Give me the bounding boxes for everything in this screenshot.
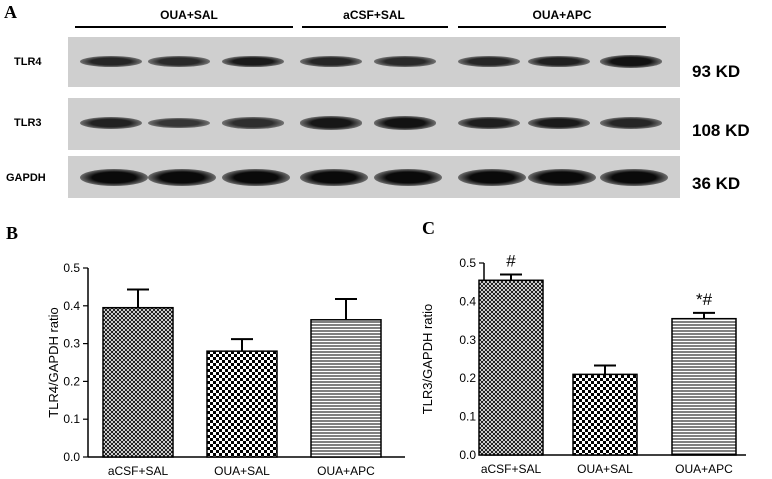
y-tick-label-b: 0.3 xyxy=(63,337,80,351)
band-tlr3-lane-7 xyxy=(528,116,590,130)
kd-label-tlr4: 93 KD xyxy=(692,62,741,81)
bar-c-3 xyxy=(671,317,737,456)
y-tick-label-b: 0.2 xyxy=(63,374,80,388)
panel-c-letter: C xyxy=(422,218,435,238)
band-tlr4-lane-5 xyxy=(374,56,436,67)
band-tlr3-lane-4 xyxy=(300,116,362,130)
y-axis-label-c: TLR3/GAPDH ratio xyxy=(420,304,435,415)
panel-a-letter: A xyxy=(4,2,17,22)
y-tick-label-c: 0.4 xyxy=(459,294,476,308)
protein-label-tlr4: TLR4 xyxy=(14,56,42,68)
significance-mark-c-3: *# xyxy=(696,290,713,309)
band-tlr3-lane-1 xyxy=(80,116,142,130)
band-tlr3-lane-3 xyxy=(222,117,284,129)
band-gapdh-lane-3 xyxy=(222,169,290,186)
bar-c-1 xyxy=(478,279,544,456)
panel-b-letter: B xyxy=(6,223,19,243)
y-axis-label-b: TLR4/GAPDH ratio xyxy=(46,307,61,418)
band-gapdh-lane-8 xyxy=(600,169,668,186)
x-tick-label-b: aCSF+SAL xyxy=(108,464,169,478)
band-tlr3-lane-6 xyxy=(458,116,520,130)
band-tlr4-lane-2 xyxy=(148,56,210,67)
blot-group-line-3 xyxy=(458,26,666,28)
band-tlr3-lane-5 xyxy=(374,116,436,130)
blot-group-line-1 xyxy=(75,26,293,28)
bar-b-1 xyxy=(102,306,174,458)
y-tick-label-c: 0.0 xyxy=(459,448,476,462)
bar-c-2 xyxy=(572,373,638,456)
y-tick-label-c: 0.3 xyxy=(459,333,476,347)
bar-b-3 xyxy=(310,319,382,458)
kd-label-tlr3: 108 KD xyxy=(692,121,750,140)
band-tlr4-lane-6 xyxy=(458,56,520,67)
x-tick-label-c: OUA+SAL xyxy=(577,462,633,476)
band-gapdh-lane-6 xyxy=(458,169,526,186)
significance-mark-c-1: # xyxy=(506,252,516,271)
blot-group-label-3: OUA+APC xyxy=(532,8,592,22)
x-tick-label-c: aCSF+SAL xyxy=(481,462,542,476)
y-tick-label-c: 0.2 xyxy=(459,371,476,385)
band-tlr4-lane-1 xyxy=(80,56,142,67)
band-gapdh-lane-1 xyxy=(80,169,148,186)
band-tlr4-lane-4 xyxy=(300,56,362,67)
y-tick-label-b: 0.1 xyxy=(63,412,80,426)
band-tlr4-lane-7 xyxy=(528,55,590,68)
bar-b-2 xyxy=(206,350,278,458)
kd-label-gapdh: 36 KD xyxy=(692,174,741,193)
protein-label-tlr3: TLR3 xyxy=(14,117,42,129)
protein-label-gapdh: GAPDH xyxy=(6,172,46,184)
band-gapdh-lane-2 xyxy=(148,169,216,186)
blot-group-label-2: aCSF+SAL xyxy=(343,8,405,22)
y-tick-label-c: 0.5 xyxy=(459,256,476,270)
y-tick-label-c: 0.1 xyxy=(459,410,476,424)
band-tlr4-lane-8 xyxy=(600,55,662,68)
band-gapdh-lane-4 xyxy=(300,169,368,186)
blot-group-label-1: OUA+SAL xyxy=(160,8,218,22)
y-tick-label-b: 0.4 xyxy=(63,299,80,313)
y-tick-label-b: 0.0 xyxy=(63,450,80,464)
blot-group-line-2 xyxy=(302,26,448,28)
band-gapdh-lane-7 xyxy=(528,169,596,186)
x-tick-label-b: OUA+SAL xyxy=(214,464,270,478)
x-tick-label-b: OUA+APC xyxy=(317,464,375,478)
y-tick-label-b: 0.5 xyxy=(63,261,80,275)
band-tlr3-lane-2 xyxy=(148,117,210,129)
band-tlr3-lane-8 xyxy=(600,117,662,129)
x-tick-label-c: OUA+APC xyxy=(675,462,733,476)
band-gapdh-lane-5 xyxy=(374,169,442,186)
band-tlr4-lane-3 xyxy=(222,55,284,68)
